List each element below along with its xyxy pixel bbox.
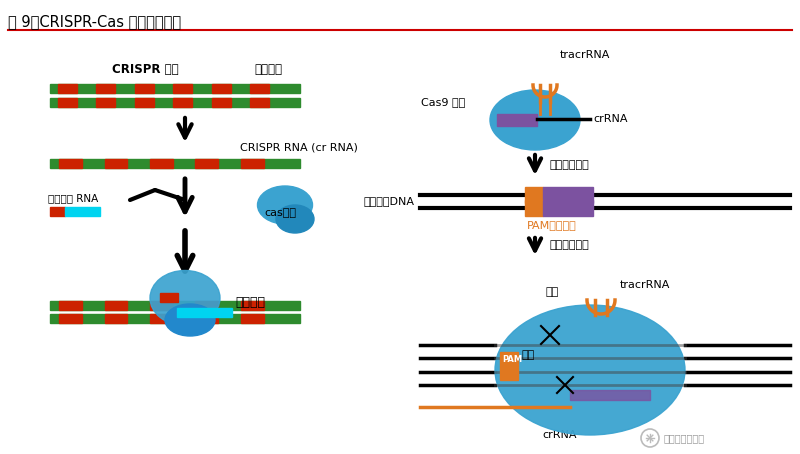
Bar: [58, 84, 77, 93]
Bar: [211, 84, 230, 93]
Bar: [50, 158, 300, 168]
Bar: [497, 114, 537, 126]
Ellipse shape: [495, 305, 685, 435]
Bar: [58, 98, 77, 107]
Bar: [65, 207, 100, 216]
Bar: [50, 84, 300, 93]
Ellipse shape: [150, 271, 220, 326]
Bar: [173, 98, 192, 107]
Bar: [105, 314, 127, 322]
Bar: [50, 207, 65, 216]
Bar: [50, 98, 300, 107]
Text: 反式激活 RNA: 反式激活 RNA: [48, 193, 98, 203]
Text: cas蛋白: cas蛋白: [264, 208, 296, 218]
Bar: [250, 84, 270, 93]
Bar: [96, 98, 115, 107]
Bar: [525, 187, 543, 203]
Text: crRNA: crRNA: [593, 114, 627, 124]
Bar: [173, 84, 192, 93]
Bar: [211, 98, 230, 107]
Bar: [96, 84, 115, 93]
Bar: [500, 366, 518, 380]
Bar: [570, 390, 650, 400]
Bar: [105, 158, 127, 168]
Bar: [160, 293, 178, 302]
Text: 间隔序列: 间隔序列: [254, 63, 282, 76]
Ellipse shape: [258, 186, 313, 224]
Text: 图 9：CRISPR-Cas 系统作用机制: 图 9：CRISPR-Cas 系统作用机制: [8, 14, 181, 29]
Text: 剪切: 剪切: [522, 350, 535, 360]
Text: Cas9 蛋白: Cas9 蛋白: [421, 97, 465, 107]
Bar: [59, 314, 82, 322]
Bar: [543, 200, 593, 216]
Ellipse shape: [490, 90, 580, 150]
Ellipse shape: [165, 304, 215, 336]
Text: tracrRNA: tracrRNA: [620, 280, 670, 290]
Bar: [105, 301, 127, 310]
Bar: [241, 314, 264, 322]
Text: 雪球：未来智库: 雪球：未来智库: [664, 433, 705, 443]
Text: CRISPR 阵列: CRISPR 阵列: [112, 63, 178, 76]
Bar: [50, 314, 300, 322]
Bar: [241, 301, 264, 310]
Text: tracrRNA: tracrRNA: [560, 50, 610, 60]
Ellipse shape: [276, 205, 314, 233]
Bar: [150, 314, 173, 322]
Bar: [250, 98, 270, 107]
Text: 发卡结构: 发卡结构: [235, 296, 265, 310]
Bar: [134, 84, 154, 93]
Text: 靶点序列配对: 靶点序列配对: [550, 240, 590, 250]
Text: 扫描靶点序列: 扫描靶点序列: [550, 160, 590, 170]
Bar: [543, 187, 593, 203]
Bar: [59, 301, 82, 310]
Bar: [525, 200, 543, 216]
Bar: [195, 158, 218, 168]
Text: PAM: PAM: [502, 355, 522, 365]
Bar: [195, 314, 218, 322]
Text: CRISPR RNA (cr RNA): CRISPR RNA (cr RNA): [240, 142, 358, 152]
Text: 剪切: 剪切: [545, 287, 558, 297]
Bar: [150, 158, 173, 168]
Bar: [241, 158, 264, 168]
Text: crRNA: crRNA: [542, 430, 578, 440]
Bar: [177, 308, 232, 317]
Bar: [50, 301, 300, 310]
Text: 双链外源DNA: 双链外源DNA: [364, 197, 415, 207]
Bar: [500, 352, 518, 366]
Bar: [150, 301, 173, 310]
Bar: [195, 301, 218, 310]
Bar: [134, 98, 154, 107]
Bar: [59, 158, 82, 168]
Text: PAM间隔序列: PAM间隔序列: [527, 220, 577, 230]
